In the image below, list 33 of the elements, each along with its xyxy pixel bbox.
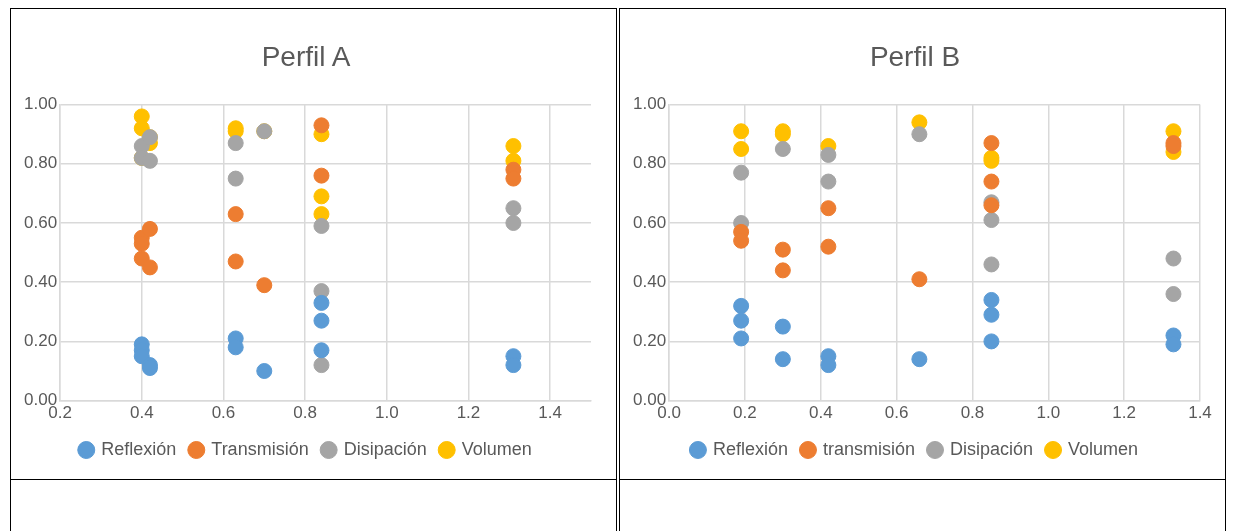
x-tick-label: 1.4 (538, 403, 562, 423)
chart-title: Perfil A (261, 40, 351, 72)
legend-label: Volumen (461, 438, 532, 459)
y-tick-label: 0.40 (23, 271, 58, 291)
y-tick-label: 0.60 (23, 212, 58, 232)
y-tick-label: 0.60 (632, 212, 667, 232)
x-tick-label: 0.8 (960, 403, 985, 423)
x-tick-label: 1.4 (1188, 403, 1212, 423)
y-tick-label: 1.00 (632, 94, 667, 114)
x-tick-label: 1.2 (456, 403, 481, 423)
legend-label: Volumen (1068, 438, 1139, 459)
y-tick-label: 0.80 (632, 153, 667, 173)
x-tick-label: 1.0 (1036, 403, 1061, 423)
legend-label: Disipación (343, 438, 427, 459)
x-tick-label: 0.6 (211, 403, 236, 423)
legend-label: Transmisión (211, 438, 309, 459)
y-tick-label: 0.20 (23, 331, 58, 351)
x-tick-label: 0.8 (293, 403, 317, 423)
legend-label: Disipación (949, 438, 1034, 459)
y-tick-label: 0.20 (632, 331, 667, 351)
x-tick-label: 0.4 (129, 403, 154, 423)
x-tick-label: 1.0 (374, 403, 399, 423)
legend-label: Reflexión (712, 438, 788, 459)
legend-label: Reflexión (101, 438, 177, 459)
x-tick-label: 0.6 (884, 403, 909, 423)
legend-label: transmisión (822, 438, 915, 459)
x-tick-label: 0.2 (733, 403, 757, 423)
y-tick-label: 0.80 (23, 153, 58, 173)
x-tick-label: 0.4 (808, 403, 833, 423)
x-tick-label: 1.2 (1112, 403, 1136, 423)
chart-title: Perfil B (869, 40, 961, 72)
y-tick-label: 0.40 (632, 271, 667, 291)
y-tick-label: 1.00 (23, 94, 58, 114)
